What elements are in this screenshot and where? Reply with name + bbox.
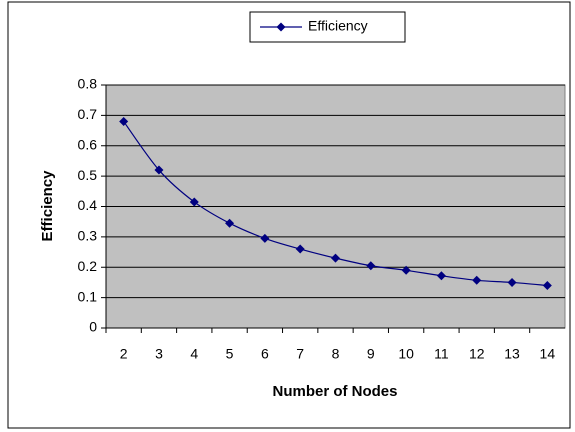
point-marker [401, 265, 411, 275]
point-marker [542, 280, 552, 290]
x-tick-label: 7 [296, 346, 304, 362]
point-marker [331, 253, 340, 263]
y-tick-label: 0.2 [78, 258, 98, 274]
y-tick-label: 0.6 [78, 136, 98, 152]
point-marker [260, 233, 270, 243]
x-tick-label: 14 [540, 346, 556, 362]
y-tick-label: 0.5 [78, 167, 98, 183]
y-axis-label: Efficiency [39, 170, 56, 242]
legend-marker [276, 22, 286, 32]
x-tick-label: 9 [367, 346, 375, 362]
y-tick-label: 0.4 [78, 197, 98, 213]
x-tick-label: 2 [120, 346, 128, 362]
x-tick-label: 5 [226, 346, 234, 362]
x-tick-label: 10 [398, 346, 414, 362]
point-marker [366, 261, 376, 271]
x-tick-label: 13 [504, 346, 520, 362]
legend-label: Efficiency [308, 18, 368, 34]
point-marker [507, 277, 517, 287]
point-marker [436, 271, 446, 281]
point-marker [119, 116, 129, 126]
y-tick-label: 0.3 [78, 228, 98, 244]
x-tick-label: 4 [190, 346, 198, 362]
x-tick-label: 8 [332, 346, 340, 362]
point-marker [189, 197, 199, 207]
point-marker [472, 275, 482, 285]
x-tick-label: 3 [155, 346, 163, 362]
y-tick-label: 0.1 [78, 288, 98, 304]
x-axis-label: Number of Nodes [272, 383, 397, 400]
y-tick-label: 0 [89, 319, 97, 335]
point-marker [154, 165, 164, 175]
y-tick-label: 0.8 [78, 76, 98, 92]
point-marker [225, 218, 235, 228]
point-marker [295, 244, 305, 254]
x-tick-label: 12 [469, 346, 485, 362]
x-tick-label: 6 [261, 346, 269, 362]
y-tick-label: 0.7 [78, 106, 98, 122]
x-tick-label: 11 [434, 346, 449, 362]
